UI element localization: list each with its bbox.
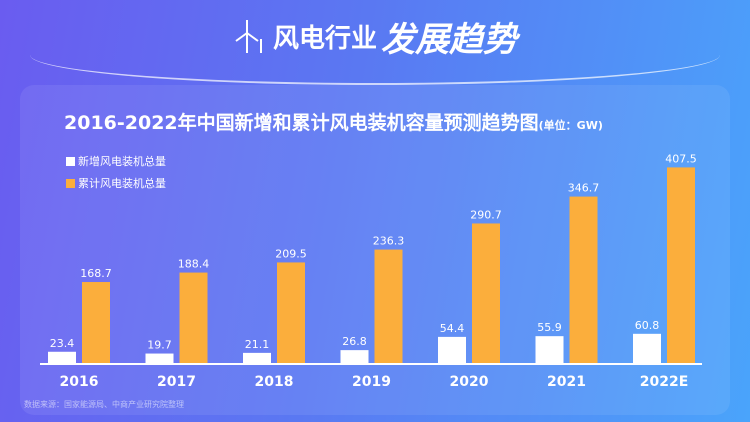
x-tick-label: 2019 (352, 374, 391, 390)
data-label: 290.7 (470, 208, 502, 221)
bar-new (48, 351, 76, 363)
data-label: 209.5 (275, 247, 307, 260)
x-tick-label: 2016 (60, 374, 99, 390)
chart-title: 2016-2022年中国新增和累计风电装机容量预测趋势图(单位：GW) (64, 112, 603, 134)
legend-item-new: 新增风电装机总量 (66, 150, 166, 172)
x-tick-label: 2022E (640, 374, 689, 390)
bar-cumulative (277, 262, 305, 363)
x-tick-label: 2018 (255, 374, 294, 390)
header-title-b: 发展趋势 (381, 20, 517, 60)
bar-cumulative (82, 282, 110, 363)
data-label: 21.1 (245, 338, 270, 351)
data-label: 407.5 (665, 152, 697, 165)
bar-new (243, 352, 271, 363)
bar-cumulative (569, 196, 598, 363)
bar-new (633, 333, 661, 363)
data-label: 60.8 (635, 319, 660, 332)
data-label: 26.8 (342, 335, 367, 348)
bar-cumulative (179, 272, 208, 363)
bar-new (340, 350, 369, 363)
x-tick-label: 2021 (547, 374, 586, 390)
bar-cumulative (472, 223, 500, 363)
data-label: 188.4 (178, 258, 210, 271)
data-label: 54.4 (440, 322, 465, 335)
data-label: 346.7 (568, 182, 600, 195)
data-label: 19.7 (147, 339, 172, 352)
header: 风电行业 发展趋势 (0, 12, 750, 61)
legend-item-cumulative: 累计风电装机总量 (66, 172, 166, 194)
data-label: 55.9 (537, 321, 562, 334)
decorative-arc (30, 55, 720, 85)
chart-unit: (单位：GW) (538, 119, 603, 132)
data-source: 数据来源：国家能源局、中商产业研究院整理 (24, 400, 184, 409)
bar-new (535, 336, 564, 363)
data-label: 236.3 (373, 235, 405, 248)
bar-new (145, 353, 174, 363)
header-title-a: 风电行业 (272, 24, 377, 54)
data-label: 23.4 (50, 337, 75, 350)
bar-cumulative (667, 167, 695, 363)
x-tick-label: 2020 (450, 374, 489, 390)
data-label: 168.7 (80, 267, 112, 280)
x-tick-label: 2017 (157, 374, 196, 390)
bar-cumulative (374, 249, 403, 363)
legend: 新增风电装机总量 累计风电装机总量 (66, 150, 166, 194)
wind-turbine-icon (235, 19, 262, 53)
bar-new (438, 336, 466, 363)
